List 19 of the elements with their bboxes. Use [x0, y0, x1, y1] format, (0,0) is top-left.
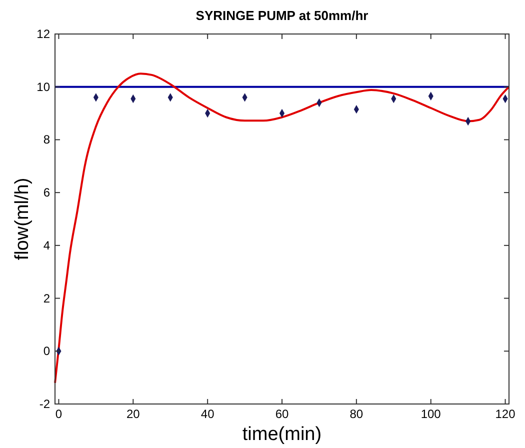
- y-tick-label: -2: [39, 397, 50, 411]
- chart-title: SYRINGE PUMP at 50mm/hr: [196, 8, 368, 23]
- x-tick-label: 40: [200, 407, 215, 421]
- y-tick-label: 10: [36, 80, 50, 94]
- x-tick-label: 20: [126, 407, 140, 421]
- x-axis-title: time(min): [242, 424, 322, 445]
- line-series: [54, 72, 510, 384]
- x-tick-label: 60: [275, 407, 289, 421]
- y-tick-label: 6: [43, 186, 50, 200]
- y-tick-label: 8: [43, 132, 50, 147]
- y-tick-label: 2: [43, 291, 50, 306]
- x-tick-label: 100: [420, 407, 442, 421]
- y-tick-label: 0: [43, 344, 50, 358]
- y-tick-label: 4: [43, 238, 50, 252]
- y-axis-title: flow(ml/h): [12, 178, 33, 260]
- x-tick-label: 0: [55, 407, 62, 421]
- x-tick-label: 80: [350, 407, 364, 421]
- x-tick-label: 120: [495, 407, 516, 421]
- y-tick-label: 12: [36, 27, 50, 41]
